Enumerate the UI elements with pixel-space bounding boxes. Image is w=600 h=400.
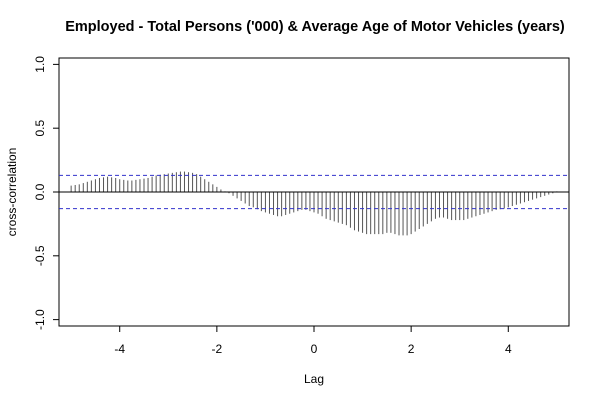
y-tick-label: -0.5 [33, 245, 47, 266]
x-tick-label: -4 [114, 342, 125, 356]
y-tick-label: 0.0 [33, 183, 47, 200]
x-axis: -4 -2 0 2 4 [114, 326, 512, 356]
bars-group [70, 171, 558, 236]
x-axis-label: Lag [304, 372, 324, 386]
y-tick-label: 0.5 [33, 120, 47, 137]
y-axis: -1.0 -0.5 0.0 0.5 1.0 [33, 56, 59, 330]
x-tick-label: 2 [408, 342, 415, 356]
y-axis-label: cross-correlation [5, 148, 19, 237]
x-tick-label: 4 [505, 342, 512, 356]
x-tick-label: 0 [311, 342, 318, 356]
y-tick-label: -1.0 [33, 309, 47, 330]
x-tick-label: -2 [212, 342, 223, 356]
y-tick-label: 1.0 [33, 56, 47, 73]
chart-title: Employed - Total Persons ('000) & Averag… [65, 19, 565, 35]
